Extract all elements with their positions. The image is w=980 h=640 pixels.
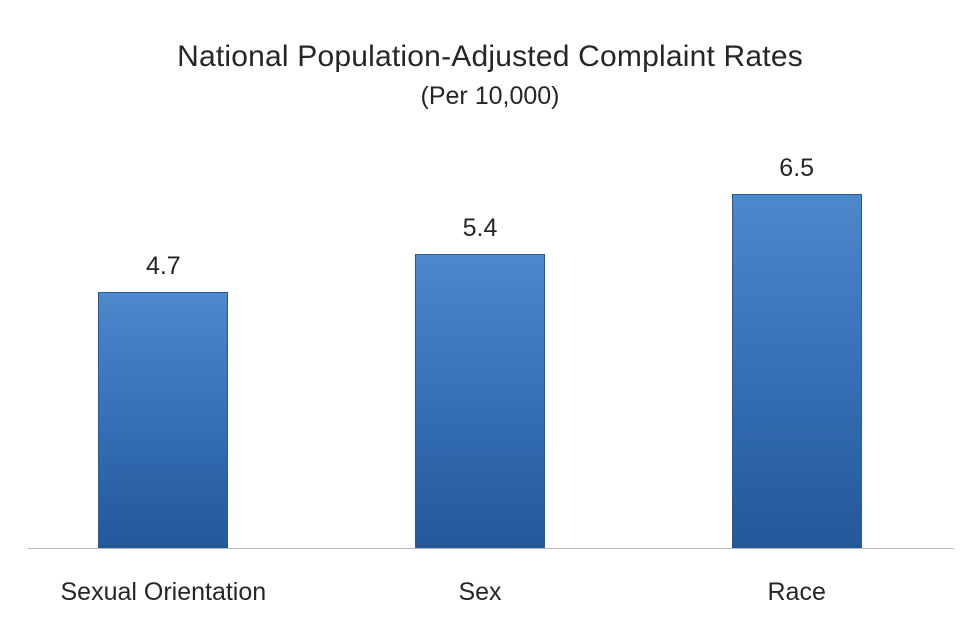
bar-value-label: 4.7 [145, 251, 181, 280]
bar-column: 5.4 [322, 150, 639, 548]
bar-value-label: 5.4 [462, 213, 498, 242]
chart-subtitle: (Per 10,000) [420, 82, 560, 110]
x-axis-category-label: Sex [458, 578, 502, 606]
chart-title: National Population-Adjusted Complaint R… [177, 40, 803, 73]
bar-value-label: 6.5 [779, 153, 815, 182]
bar-sex [415, 254, 545, 548]
bar-race [731, 194, 862, 548]
x-axis-line [28, 548, 954, 549]
bar-column: 4.7 [5, 150, 322, 548]
x-axis-category-label: Sexual Orientation [60, 578, 267, 606]
bar-sexual-orientation [98, 292, 229, 548]
bar-column: 6.5 [638, 150, 955, 548]
x-axis-category-label: Race [767, 578, 826, 606]
plot-area: 4.7 5.4 6.5 [5, 150, 955, 548]
x-axis-labels: Sexual Orientation Sex Race [5, 578, 955, 607]
